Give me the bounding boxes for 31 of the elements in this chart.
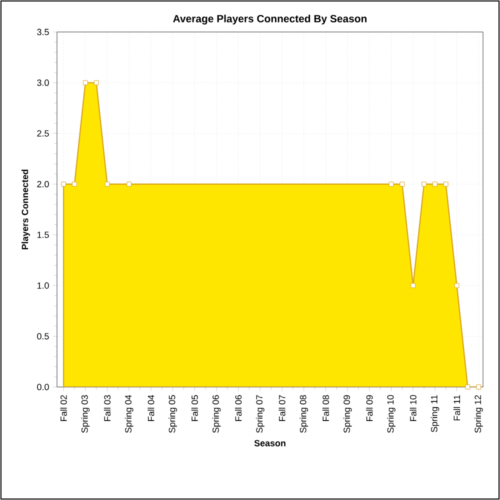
x-tick-label: Fall 05 [191, 395, 198, 421]
x-tick-label: Fall 08 [322, 395, 330, 421]
x-tick-label: Fall 11 [454, 395, 460, 420]
x-tick-label: Fall 07 [278, 395, 286, 421]
x-tick-label: Fall 10 [410, 395, 416, 421]
y-tick-label: 0.0 [37, 384, 49, 390]
y-tick-label: 3.5 [37, 28, 49, 36]
y-tick-label: 1.5 [37, 232, 49, 238]
y-tick-label: 0.5 [37, 333, 49, 340]
x-tick-label: Fall 03 [104, 395, 111, 421]
chart-title: Average Players Connected By Season [173, 14, 367, 24]
x-tick-label: Fall 04 [148, 395, 154, 421]
y-tick-label: 1.0 [37, 282, 49, 289]
x-tick-label: Spring 09 [343, 395, 352, 433]
y-axis-title: Players Connected [22, 170, 30, 250]
x-tick-label: Spring 03 [81, 395, 90, 433]
y-tick-label: 2.5 [37, 130, 49, 137]
x-tick-label: Fall 06 [235, 395, 242, 421]
x-tick-label: Spring 06 [212, 395, 221, 433]
x-tick-label: Fall 09 [366, 395, 373, 421]
x-axis-title: Season [254, 440, 286, 446]
x-tick-label: Spring 04 [124, 395, 134, 433]
x-tick-label: Spring 10 [387, 395, 396, 433]
x-tick-label: Spring 12 [474, 395, 483, 433]
x-tick-label: Fall 02 [60, 395, 67, 421]
x-tick-label: Spring 08 [300, 395, 308, 433]
y-tick-label: 3.0 [37, 80, 49, 86]
y-tick-label: 2.0 [37, 180, 49, 188]
x-tick-label: Spring 11 [430, 395, 440, 432]
x-tick-label: Spring 07 [256, 395, 264, 433]
x-tick-label: Spring 05 [168, 395, 177, 433]
